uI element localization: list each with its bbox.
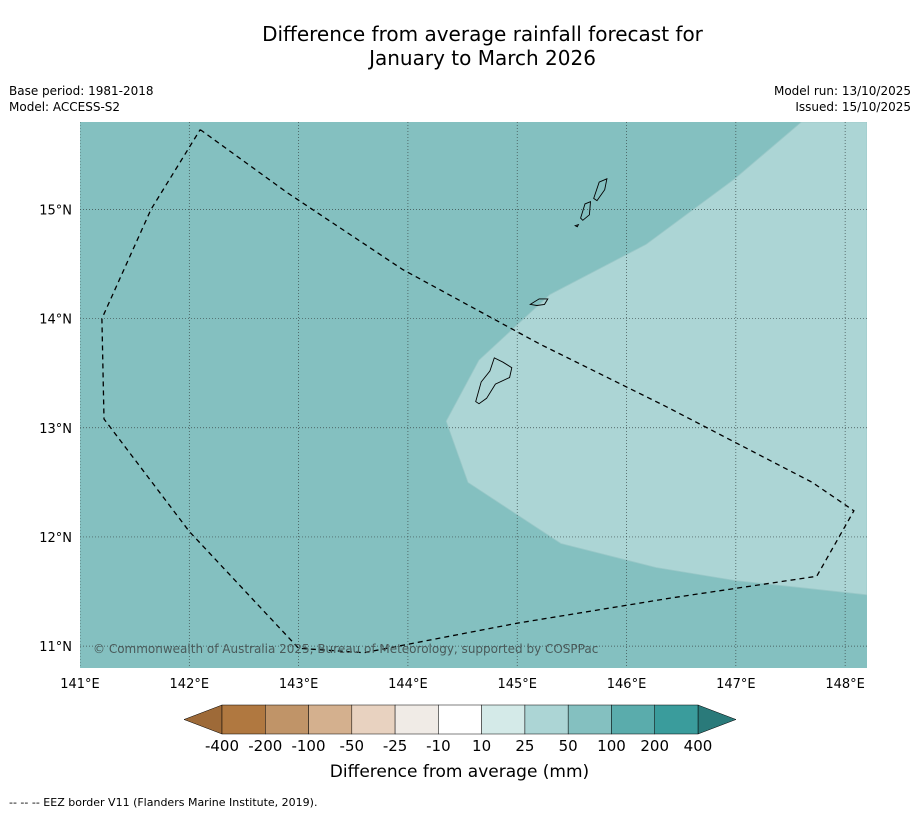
colorbar-under-arrow [183, 704, 223, 735]
lon-tick-label: 141°E [60, 677, 100, 692]
colorbar-tick-label: -25 [383, 737, 408, 755]
lon-tick-label: 146°E [607, 677, 647, 692]
title-line-1: Difference from average rainfall forecas… [262, 22, 703, 46]
colorbar-tick-label: 400 [684, 737, 713, 755]
axis-ticks: 141°E 142°E 143°E 144°E 145°E 146°E 147°E 148°E… [39, 203, 865, 692]
colorbar-segment [654, 704, 699, 735]
island-outline-saipan [593, 178, 608, 202]
colorbar-segment [265, 704, 309, 735]
lon-tick-label: 145°E [497, 677, 537, 692]
map-title: Difference from average rainfall forecas… [0, 22, 919, 70]
lat-tick-label: 11°N [39, 640, 72, 655]
colorbar-segment [221, 704, 266, 735]
title-line-2: January to March 2026 [369, 46, 596, 70]
model-info: Base period: 1981-2018 Model: ACCESS-S2 [9, 83, 154, 115]
colorbar-tick-label: 10 [472, 737, 491, 755]
lon-tick-label: 148°E [825, 677, 865, 692]
model-label: Model: ACCESS-S2 [9, 100, 121, 114]
colorbar-tick-label: -200 [248, 737, 282, 755]
colorbar: -400 -200 -100 -50 -25 -10 10 25 50 100 200 400 [183, 704, 737, 755]
colorbar-tick-label: -10 [426, 737, 451, 755]
colorbar-segment [351, 704, 396, 735]
lon-tick-label: 143°E [279, 677, 319, 692]
colorbar-tick-label: 50 [559, 737, 578, 755]
lat-tick-label: 12°N [39, 531, 72, 546]
issued-label: Issued: 15/10/2025 [795, 100, 911, 114]
base-period-label: Base period: 1981-2018 [9, 84, 154, 98]
eez-boundary [101, 129, 855, 654]
lon-tick-label: 142°E [170, 677, 210, 692]
run-info: Model run: 13/10/2025 Issued: 15/10/2025 [774, 83, 911, 115]
lat-tick-label: 14°N [39, 313, 72, 328]
colorbar-segment [611, 704, 655, 735]
model-run-label: Model run: 13/10/2025 [773, 84, 911, 98]
copyright-text: © Commonwealth of Australia 2025, Bureau… [93, 642, 598, 656]
colorbar-tick-label: -50 [340, 737, 365, 755]
colorbar-tick-label: 100 [597, 737, 626, 755]
graticule [80, 122, 867, 668]
map-content: © Commonwealth of Australia 2025, Bureau… [80, 122, 867, 668]
map-figure: © Commonwealth of Australia 2025, Bureau… [39, 122, 867, 755]
colorbar-over-arrow [697, 704, 737, 735]
colorbar-tick-label: 25 [515, 737, 534, 755]
colorbar-tick-label: 200 [640, 737, 669, 755]
island-outline-tinian [580, 201, 592, 221]
eez-footnote: -- -- -- EEZ border V11 (Flanders Marine… [9, 796, 318, 809]
colorbar-segment [524, 704, 569, 735]
colorbar-segment [394, 704, 439, 735]
island-outline-guam [475, 357, 513, 405]
lat-tick-label: 13°N [39, 422, 72, 437]
forecast-region-25-50 [445, 122, 867, 596]
islands [475, 178, 608, 405]
colorbar-tick-label: -100 [291, 737, 325, 755]
lon-tick-label: 147°E [716, 677, 756, 692]
legend-title: Difference from average (mm) [329, 762, 590, 782]
colorbar-segment [308, 704, 353, 735]
lon-tick-label: 144°E [388, 677, 428, 692]
lat-tick-label: 15°N [39, 203, 72, 218]
island-outline-rota [529, 298, 549, 306]
colorbar-segment [481, 704, 526, 735]
colorbar-segment [567, 704, 612, 735]
island-outline-aguijan [574, 223, 580, 228]
colorbar-segment [438, 704, 482, 735]
colorbar-tick-label: -400 [205, 737, 239, 755]
